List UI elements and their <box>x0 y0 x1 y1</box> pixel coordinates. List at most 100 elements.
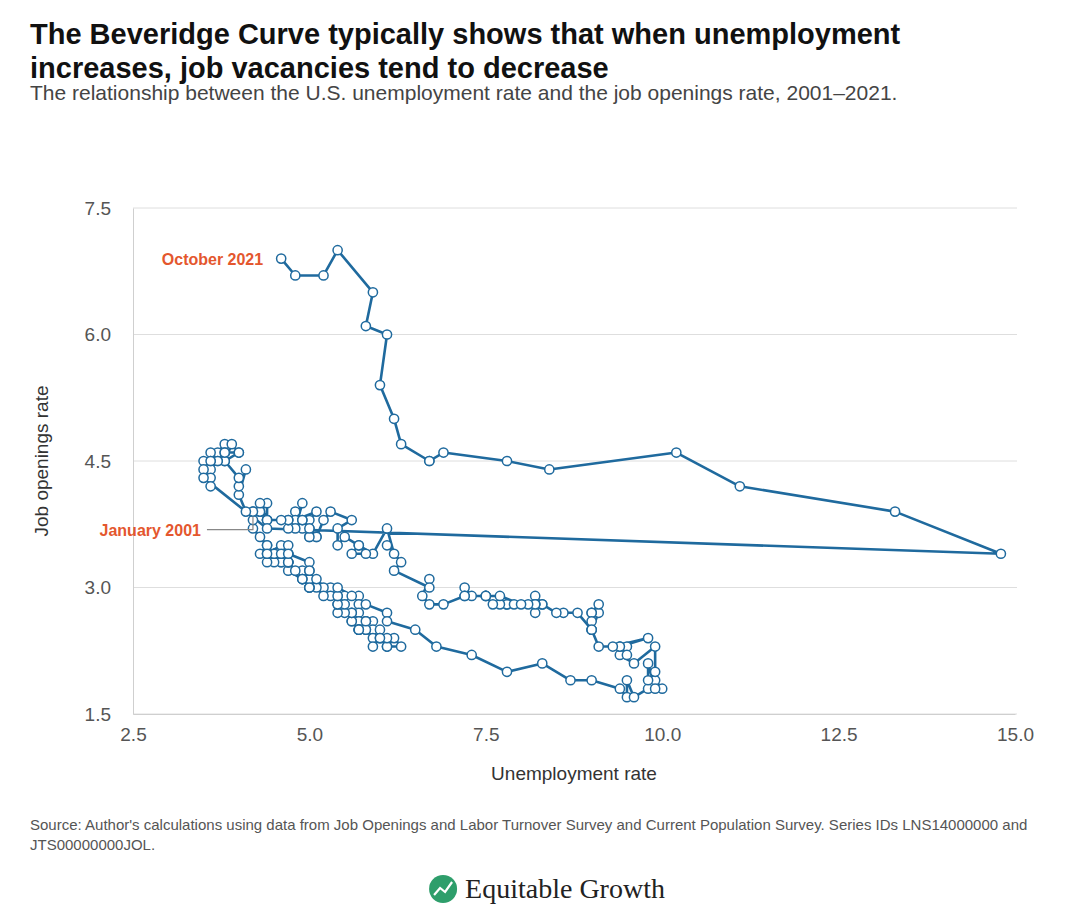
tick: 4.5 <box>85 451 133 472</box>
point <box>354 625 363 634</box>
y-axis-title: Job openings rate <box>31 385 52 536</box>
point <box>319 591 328 600</box>
grid-line <box>133 208 1017 209</box>
point <box>333 583 342 592</box>
point <box>305 566 314 575</box>
point <box>305 524 314 533</box>
point <box>375 634 384 643</box>
point <box>432 642 441 651</box>
point <box>361 617 370 626</box>
tick: 1.5 <box>85 704 133 725</box>
tick-label: 15.0 <box>997 724 1034 745</box>
point <box>573 608 582 617</box>
grid <box>133 208 1017 714</box>
point <box>566 676 575 685</box>
tick-label: 10.0 <box>644 724 681 745</box>
point <box>418 591 427 600</box>
point <box>425 600 434 609</box>
point <box>425 456 434 465</box>
point <box>643 676 652 685</box>
point <box>622 676 631 685</box>
chart: The Beveridge Curve typically shows that… <box>0 0 1080 921</box>
point <box>389 414 398 423</box>
point <box>375 381 384 390</box>
point <box>333 541 342 550</box>
point <box>587 676 596 685</box>
point <box>312 574 321 583</box>
point <box>354 625 363 634</box>
point <box>234 473 243 482</box>
title: The Beveridge Curve typically shows that… <box>30 18 901 84</box>
point <box>608 642 617 651</box>
point <box>368 288 377 297</box>
tick-label: 7.5 <box>473 724 499 745</box>
point <box>481 591 490 600</box>
point <box>333 524 342 533</box>
point <box>241 465 250 474</box>
point <box>206 456 215 465</box>
point <box>538 659 547 668</box>
point <box>411 625 420 634</box>
point <box>735 482 744 491</box>
point <box>298 574 307 583</box>
source: Source: Author's calculations using data… <box>30 816 1027 853</box>
branding-text: Equitable Growth <box>465 873 665 904</box>
tick-label: 6.0 <box>85 324 111 345</box>
point <box>262 549 271 558</box>
point <box>495 591 504 600</box>
point <box>284 549 293 558</box>
point <box>382 330 391 339</box>
point <box>291 566 300 575</box>
x-axis-title: Unemployment rate <box>491 763 657 784</box>
point <box>220 448 229 457</box>
tick: 3.0 <box>85 577 133 598</box>
point <box>305 583 314 592</box>
grid-line <box>133 334 1017 335</box>
point <box>305 566 314 575</box>
annotation: January 2001 <box>100 522 202 539</box>
tick-label: 5.0 <box>297 724 323 745</box>
tick: 2.5 <box>120 714 146 745</box>
point <box>460 591 469 600</box>
grid-line <box>133 461 1017 462</box>
point <box>552 608 561 617</box>
point <box>397 558 406 567</box>
point <box>594 642 603 651</box>
point <box>298 515 307 524</box>
point <box>354 541 363 550</box>
point <box>298 574 307 583</box>
point <box>643 659 652 668</box>
point <box>615 684 624 693</box>
point <box>220 448 229 457</box>
point <box>629 693 638 702</box>
point <box>651 642 660 651</box>
point <box>305 583 314 592</box>
plot-area <box>199 246 1006 702</box>
tick-label: 2.5 <box>120 724 146 745</box>
point <box>284 549 293 558</box>
axis-line <box>134 714 1016 715</box>
point <box>241 507 250 516</box>
point <box>587 625 596 634</box>
point <box>220 448 229 457</box>
point <box>651 684 660 693</box>
point <box>291 271 300 280</box>
point <box>439 448 448 457</box>
y-axis: 1.53.04.56.07.5 <box>85 198 134 725</box>
grid-line <box>133 587 1017 588</box>
point <box>234 448 243 457</box>
point <box>545 465 554 474</box>
logo-icon <box>429 875 457 903</box>
point <box>502 456 511 465</box>
x-axis: 2.5 5.0 7.5 10.0 12.5 15.0 <box>120 714 1034 745</box>
tick: 5.0 <box>297 714 323 745</box>
point <box>319 515 328 524</box>
point <box>298 515 307 524</box>
point <box>502 667 511 676</box>
point <box>361 617 370 626</box>
point <box>425 456 434 465</box>
tick: 7.5 <box>473 714 499 745</box>
tick: 12.5 <box>821 714 858 745</box>
point <box>206 456 215 465</box>
point <box>651 667 660 676</box>
